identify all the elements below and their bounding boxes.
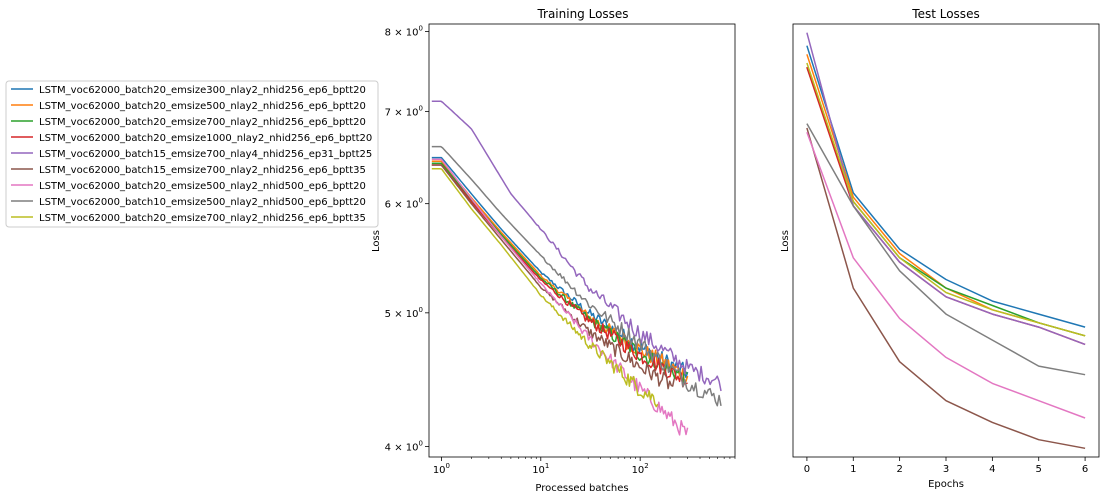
tick-base: 10	[406, 442, 419, 453]
legend-label: LSTM_voc62000_batch20_emsize700_nlay2_nh…	[39, 117, 366, 128]
training-series-line-7	[431, 158, 689, 436]
x-tick-label: 5	[1036, 464, 1042, 475]
legend-item: LSTM_voc62000_batch10_emsize500_nlay2_nh…	[11, 197, 366, 208]
tick-times: ×	[391, 309, 406, 320]
training-x-ticks: 100 101 102	[433, 457, 736, 476]
tick-times: ×	[391, 200, 406, 211]
training-series-line-8	[431, 145, 722, 407]
tick-label: 101	[532, 462, 549, 476]
tick-times: ×	[391, 27, 406, 38]
tick-mantissa: 4	[385, 442, 391, 453]
test-title: Test Losses	[911, 7, 979, 21]
tick-exponent: 0	[419, 306, 423, 314]
tick-base: 10	[406, 27, 419, 38]
legend-frame	[5, 80, 379, 228]
tick-exponent: 0	[419, 439, 423, 447]
tick-base: 10	[532, 465, 545, 476]
tick-mantissa: 8	[385, 27, 391, 38]
test-losses-plot: Test Losses 0 1 2 3 4 5 6 Epochs Loss	[780, 7, 1100, 490]
legend-item: LSTM_voc62000_batch20_emsize700_nlay2_nh…	[11, 213, 366, 224]
training-series-line-1	[431, 156, 689, 379]
tick-base: 10	[406, 309, 419, 320]
training-title: Training Losses	[536, 7, 628, 21]
test-series-line-2	[806, 54, 1086, 337]
tick-mantissa: 5	[385, 309, 391, 320]
legend-item: LSTM_voc62000_batch20_emsize700_nlay2_nh…	[11, 117, 366, 128]
legend-label: LSTM_voc62000_batch15_emsize700_nlay2_nh…	[39, 165, 366, 176]
training-series-line-6	[431, 164, 675, 390]
tick-exponent: 0	[419, 104, 423, 112]
test-y-label: Loss	[780, 230, 791, 252]
legend-item: LSTM_voc62000_batch15_emsize700_nlay2_nh…	[11, 165, 366, 176]
training-series-line-5	[431, 100, 722, 392]
tick-exponent: 1	[545, 462, 549, 470]
tick-base: 10	[406, 200, 419, 211]
legend-label: LSTM_voc62000_batch15_emsize700_nlay4_nh…	[39, 149, 372, 160]
test-x-label: Epochs	[928, 479, 964, 490]
test-x-ticks: 0 1 2 3 4 5 6	[804, 457, 1088, 475]
tick-exponent: 2	[644, 462, 648, 470]
test-series-lines	[806, 32, 1086, 450]
legend-label: LSTM_voc62000_batch20_emsize1000_nlay2_n…	[39, 133, 372, 144]
tick-label: 5 × 100	[385, 306, 423, 320]
tick-label: 4 × 100	[385, 439, 423, 453]
training-series-line-9	[431, 168, 659, 408]
legend-label: LSTM_voc62000_batch20_emsize500_nlay2_nh…	[39, 181, 366, 192]
training-series-line-4	[431, 164, 688, 388]
tick-base: 10	[406, 107, 419, 118]
test-series-line-6	[806, 127, 1086, 450]
legend-item: LSTM_voc62000_batch20_emsize500_nlay2_nh…	[11, 101, 366, 112]
legend-item: LSTM_voc62000_batch20_emsize1000_nlay2_n…	[11, 133, 372, 144]
tick-base: 10	[433, 465, 446, 476]
tick-exponent: 0	[446, 462, 450, 470]
tick-times: ×	[391, 107, 406, 118]
test-series-line-7	[806, 132, 1086, 419]
tick-label: 100	[433, 462, 450, 476]
tick-label: 8 × 100	[385, 24, 423, 38]
tick-mantissa: 7	[385, 107, 391, 118]
x-tick-label: 2	[896, 464, 902, 475]
legend-item: LSTM_voc62000_batch15_emsize700_nlay4_nh…	[11, 149, 372, 160]
tick-exponent: 0	[419, 24, 423, 32]
tick-base: 10	[632, 465, 645, 476]
legend-label: LSTM_voc62000_batch20_emsize700_nlay2_nh…	[39, 213, 366, 224]
tick-mantissa: 6	[385, 200, 391, 211]
test-series-line-9	[806, 62, 1086, 337]
training-series-lines	[431, 100, 722, 436]
training-x-label: Processed batches	[535, 483, 628, 494]
legend-label: LSTM_voc62000_batch20_emsize500_nlay2_nh…	[39, 101, 366, 112]
tick-exponent: 0	[419, 197, 423, 205]
legend-item: LSTM_voc62000_batch20_emsize500_nlay2_nh…	[11, 181, 366, 192]
tick-times: ×	[391, 442, 406, 453]
test-series-line-1	[806, 45, 1086, 328]
test-series-line-3	[806, 67, 1086, 337]
legend: LSTM_voc62000_batch20_emsize300_nlay2_nh…	[5, 80, 379, 228]
tick-label: 7 × 100	[385, 104, 423, 118]
test-series-line-4	[806, 67, 1086, 346]
x-tick-label: 3	[943, 464, 949, 475]
x-tick-label: 6	[1082, 464, 1088, 475]
training-axes-frame	[428, 23, 736, 458]
training-y-label: Loss	[371, 230, 382, 252]
legend-label: LSTM_voc62000_batch10_emsize500_nlay2_nh…	[39, 197, 366, 208]
legend-label: LSTM_voc62000_batch20_emsize300_nlay2_nh…	[39, 85, 366, 96]
x-tick-label: 1	[850, 464, 856, 475]
test-series-line-8	[806, 123, 1086, 376]
tick-label: 102	[632, 462, 649, 476]
legend-item: LSTM_voc62000_batch20_emsize300_nlay2_nh…	[11, 85, 366, 96]
x-tick-label: 4	[989, 464, 995, 475]
x-tick-label: 0	[804, 464, 810, 475]
tick-label: 6 × 100	[385, 197, 423, 211]
